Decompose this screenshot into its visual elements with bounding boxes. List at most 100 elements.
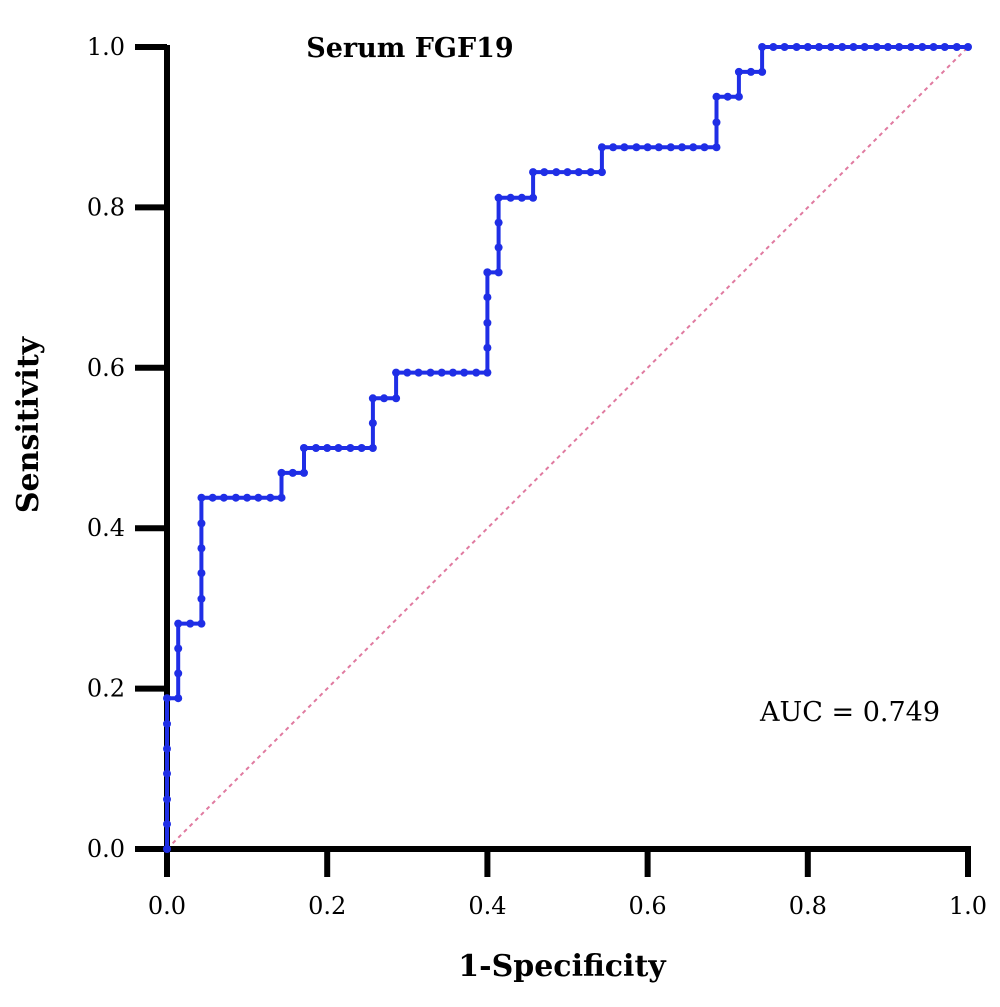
roc-point	[163, 769, 171, 778]
roc-point	[403, 368, 412, 377]
roc-point	[483, 318, 492, 327]
roc-point	[266, 493, 275, 502]
roc-point	[872, 43, 881, 51]
roc-point	[163, 795, 171, 804]
roc-point	[780, 43, 789, 51]
roc-point	[803, 43, 812, 51]
roc-point	[654, 143, 663, 152]
roc-point	[197, 544, 206, 553]
x-tick-label: 1.0	[949, 892, 987, 920]
roc-point	[700, 143, 709, 152]
x-axis-title: 1-Specificity	[458, 949, 667, 984]
roc-point	[907, 43, 916, 51]
roc-point	[597, 168, 606, 177]
roc-point	[940, 43, 949, 51]
roc-point	[197, 569, 206, 578]
roc-point	[448, 368, 457, 377]
roc-point	[494, 243, 503, 252]
roc-point	[895, 43, 904, 51]
roc-point	[734, 92, 743, 101]
y-tick-label: 0.4	[87, 514, 125, 542]
y-axis-title: Sensitivity	[11, 335, 46, 513]
roc-point	[323, 444, 332, 452]
roc-point	[929, 43, 938, 51]
roc-point	[243, 493, 252, 502]
roc-point	[186, 619, 195, 628]
roc-point	[849, 43, 858, 51]
roc-point	[392, 394, 401, 403]
roc-point	[174, 669, 183, 678]
roc-point	[426, 368, 435, 377]
roc-point	[758, 43, 767, 51]
roc-point	[197, 493, 206, 502]
tick-labels: 0.0 0.2 0.4 0.6 0.8 1.0 0.0 0.2 0.4 0.6 0.8 1.0	[87, 33, 987, 920]
roc-point	[392, 368, 401, 377]
roc-point	[197, 519, 206, 528]
roc-point	[174, 644, 183, 653]
roc-point	[483, 293, 492, 302]
chart-title: Serum FGF19	[306, 33, 513, 64]
x-tick-label: 0.8	[789, 892, 827, 920]
roc-point	[483, 343, 492, 352]
roc-point	[723, 92, 732, 101]
roc-point	[254, 493, 263, 502]
roc-point	[163, 694, 171, 703]
roc-point	[311, 444, 320, 452]
roc-point	[163, 845, 171, 853]
roc-point	[277, 493, 286, 502]
roc-point	[769, 43, 778, 51]
roc-point	[163, 744, 171, 753]
roc-point	[643, 143, 652, 152]
roc-point	[678, 143, 687, 152]
x-tick-label: 0.2	[308, 892, 346, 920]
roc-point	[586, 168, 595, 177]
roc-point	[494, 268, 503, 277]
auc-annotation: AUC = 0.749	[759, 697, 940, 728]
roc-point	[437, 368, 446, 377]
roc-point	[529, 168, 538, 177]
roc-point	[792, 43, 801, 51]
roc-point	[231, 493, 240, 502]
roc-point	[208, 493, 217, 502]
y-tick-label: 0.6	[87, 354, 125, 382]
x-tick-label: 0.4	[468, 892, 506, 920]
roc-point	[483, 268, 492, 277]
roc-point	[197, 594, 206, 603]
roc-point	[368, 444, 377, 452]
roc-point	[174, 619, 183, 628]
roc-point	[506, 193, 515, 202]
roc-point	[609, 143, 618, 152]
roc-point	[483, 368, 492, 377]
roc-point	[620, 143, 629, 152]
roc-point	[368, 394, 377, 403]
roc-point	[712, 118, 721, 127]
roc-point	[346, 444, 355, 452]
roc-point	[574, 168, 583, 177]
y-tick-label: 0.2	[87, 675, 125, 703]
roc-point	[517, 193, 526, 202]
roc-point	[529, 193, 538, 202]
roc-point	[494, 193, 503, 202]
roc-point	[163, 719, 171, 728]
roc-point	[689, 143, 698, 152]
roc-point	[746, 67, 755, 76]
roc-point	[860, 43, 869, 51]
roc-point	[174, 694, 183, 703]
x-tick-label: 0.6	[629, 892, 667, 920]
roc-point	[219, 493, 228, 502]
roc-point	[712, 143, 721, 152]
roc-point	[299, 444, 308, 452]
x-tick-label: 0.0	[148, 892, 186, 920]
roc-point	[563, 168, 572, 177]
y-tick-label: 0.8	[87, 193, 125, 221]
reference-layer	[166, 46, 969, 850]
y-tick-label: 1.0	[87, 33, 125, 61]
roc-point	[827, 43, 836, 51]
roc-point	[357, 444, 366, 452]
roc-point	[552, 168, 561, 177]
roc-point	[163, 820, 171, 829]
roc-point	[334, 444, 343, 452]
roc-point	[414, 368, 423, 377]
roc-point	[758, 67, 767, 76]
